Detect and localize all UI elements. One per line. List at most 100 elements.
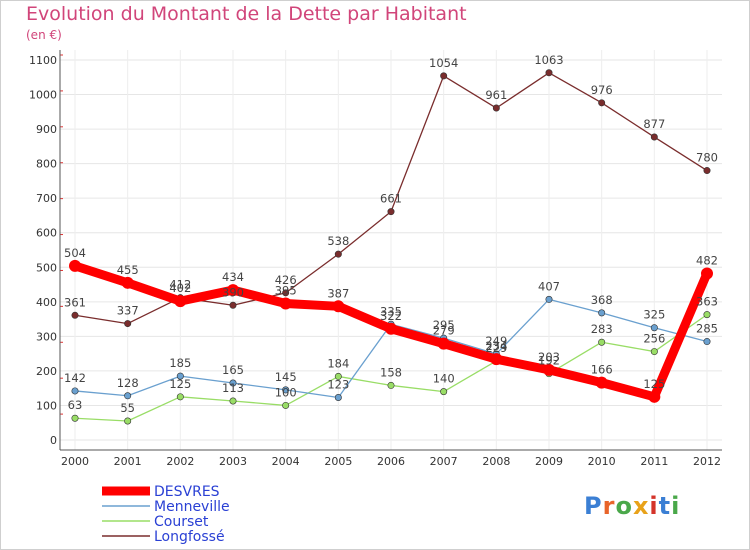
x-tick-label: 2004 <box>272 455 300 468</box>
y-tick-label: 300 <box>36 330 57 343</box>
unit-label: (en €) <box>26 28 62 42</box>
data-point <box>648 390 661 403</box>
y-tick-label: 500 <box>36 261 57 274</box>
y-tick-label: 1100 <box>29 54 57 67</box>
x-tick-label: 2007 <box>430 455 458 468</box>
data-label: 184 <box>327 356 349 370</box>
data-point <box>229 379 237 387</box>
data-label: 368 <box>591 293 613 307</box>
data-point <box>545 295 553 303</box>
legend-entry: Longfossé <box>154 529 225 545</box>
x-tick-label: 2011 <box>640 455 668 468</box>
data-label: 295 <box>433 318 455 332</box>
logo-letter: r <box>602 492 616 520</box>
data-label: 140 <box>433 372 455 386</box>
data-label: 482 <box>696 253 718 267</box>
data-point <box>121 276 134 289</box>
data-point <box>71 311 79 319</box>
data-point <box>71 414 79 422</box>
data-point <box>229 397 237 405</box>
data-label: 185 <box>169 356 191 370</box>
data-label: 390 <box>222 285 244 299</box>
logo-letter: x <box>632 492 650 520</box>
data-point <box>332 300 345 313</box>
y-tick-label: 1000 <box>29 89 57 102</box>
data-point <box>598 309 606 317</box>
data-point <box>174 295 187 308</box>
data-point <box>650 133 658 141</box>
data-label: 877 <box>643 117 665 131</box>
data-label: 125 <box>643 377 665 391</box>
data-label: 166 <box>591 363 613 377</box>
data-label: 322 <box>380 309 402 323</box>
y-tick-label: 400 <box>36 296 57 309</box>
data-point <box>545 69 553 77</box>
data-point <box>490 353 503 366</box>
x-tick-label: 2006 <box>377 455 405 468</box>
data-label: 63 <box>68 398 83 412</box>
data-label: 234 <box>485 339 507 353</box>
data-label: 283 <box>591 322 613 336</box>
data-point <box>229 301 237 309</box>
legend-entry: Courset <box>154 514 209 530</box>
data-point <box>69 259 81 272</box>
data-label: 407 <box>538 279 560 293</box>
data-point <box>124 392 132 400</box>
data-label: 249 <box>485 334 507 348</box>
data-point <box>543 363 555 376</box>
legend-entry: Menneville <box>154 499 230 515</box>
data-label: 145 <box>275 370 297 384</box>
data-label: 158 <box>380 365 402 379</box>
data-label: 125 <box>169 377 191 391</box>
data-point <box>176 372 184 380</box>
data-label: 455 <box>117 263 139 277</box>
chart-title: Evolution du Montant de la Dette par Hab… <box>26 3 467 25</box>
data-label: 165 <box>222 363 244 377</box>
data-label: 203 <box>538 350 560 364</box>
data-label: 55 <box>120 401 135 415</box>
data-point <box>282 289 290 297</box>
data-label: 279 <box>433 324 455 338</box>
data-point <box>124 320 132 328</box>
proxiti-logo: Proxiti <box>584 492 680 520</box>
data-point <box>279 297 292 310</box>
legend-entry: DESVRES <box>154 484 220 500</box>
data-label: 780 <box>696 151 718 165</box>
x-tick-label: 2002 <box>166 455 194 468</box>
x-tick-label: 2005 <box>324 455 352 468</box>
data-point <box>701 267 713 280</box>
data-label: 335 <box>380 304 402 318</box>
data-label: 128 <box>117 376 139 390</box>
data-point <box>282 386 290 394</box>
y-tick-label: 600 <box>36 227 57 240</box>
x-tick-label: 2012 <box>693 455 721 468</box>
data-point <box>598 338 606 346</box>
y-tick-label: 900 <box>36 123 57 136</box>
data-label: 412 <box>169 278 191 292</box>
x-tick-label: 2010 <box>588 455 616 468</box>
data-point <box>703 311 711 319</box>
data-label: 434 <box>222 270 244 284</box>
data-label: 661 <box>380 192 402 206</box>
data-label: 192 <box>538 354 560 368</box>
data-label: 402 <box>169 281 191 295</box>
data-label: 285 <box>696 322 718 336</box>
data-point <box>71 387 79 395</box>
data-label: 395 <box>275 284 297 298</box>
data-point <box>492 104 500 112</box>
data-point <box>124 417 132 425</box>
logo-letter: i <box>671 492 681 520</box>
data-label: 337 <box>117 304 139 318</box>
data-point <box>387 381 395 389</box>
y-tick-label: 800 <box>36 158 57 171</box>
data-point <box>227 284 239 297</box>
data-label: 387 <box>327 286 349 300</box>
y-tick-label: 700 <box>36 192 57 205</box>
x-tick-label: 2003 <box>219 455 247 468</box>
x-tick-label: 2001 <box>114 455 142 468</box>
data-label: 1063 <box>534 53 563 67</box>
data-label: 256 <box>643 332 665 346</box>
data-point <box>282 401 290 409</box>
y-tick-label: 100 <box>36 399 57 412</box>
data-point <box>598 99 606 107</box>
